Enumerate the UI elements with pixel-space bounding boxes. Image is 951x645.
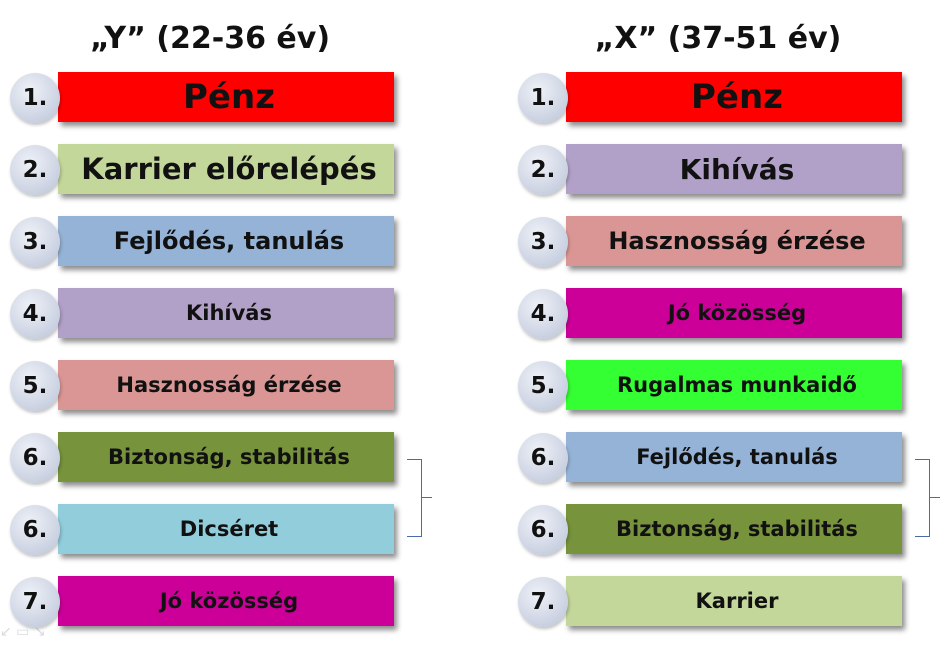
list-item: 4. Kihívás — [10, 286, 410, 342]
tie-bracket — [915, 459, 930, 537]
rank-badge: 1. — [518, 73, 568, 123]
rank-badge: 1. — [10, 73, 60, 123]
rank-badge: 5. — [10, 361, 60, 411]
item-bar: Jó közösség — [566, 288, 902, 338]
column-title: „X” (37-51 év) — [594, 21, 842, 56]
item-bar: Rugalmas munkaidő — [566, 360, 902, 410]
rank-badge: 2. — [518, 145, 568, 195]
rank-badge: 2. — [10, 145, 60, 195]
item-bar: Biztonság, stabilitás — [58, 432, 394, 482]
list-item: 7. Jó közösség — [10, 574, 410, 630]
item-bar: Karrier — [566, 576, 902, 626]
item-bar: Pénz — [566, 72, 902, 122]
list-item: 1. Pénz — [518, 70, 918, 126]
list-item: 2. Kihívás — [518, 142, 918, 198]
rank-badge: 5. — [518, 361, 568, 411]
item-bar: Hasznosság érzése — [566, 216, 902, 266]
list-item: 3. Fejlődés, tanulás — [10, 214, 410, 270]
rank-badge: 6. — [10, 433, 60, 483]
list-item: 6. Biztonság, stabilitás — [518, 502, 918, 558]
list-item: 3. Hasznosság érzése — [518, 214, 918, 270]
rank-badge: 4. — [10, 289, 60, 339]
column-title: „Y” (22-36 év) — [89, 21, 331, 56]
rank-badge: 4. — [518, 289, 568, 339]
list-item: 7. Karrier — [518, 574, 918, 630]
tie-bracket — [407, 459, 422, 537]
rank-badge: 3. — [10, 217, 60, 267]
rank-badge: 6. — [10, 505, 60, 555]
item-bar: Pénz — [58, 72, 394, 122]
rank-badge: 6. — [518, 433, 568, 483]
item-bar: Fejlődés, tanulás — [58, 216, 394, 266]
rank-badge: 7. — [518, 577, 568, 627]
list-item: 6. Dicséret — [10, 502, 410, 558]
list-item: 2. Karrier előrelépés — [10, 142, 410, 198]
column-x-generation: „X” (37-51 év) 1. Pénz 2. Kihívás 3. Has… — [518, 0, 940, 645]
item-bar: Dicséret — [58, 504, 394, 554]
list-item: 5. Rugalmas munkaidő — [518, 358, 918, 414]
item-bar: Karrier előrelépés — [58, 144, 394, 194]
rank-badge: 6. — [518, 505, 568, 555]
item-bar: Jó közösség — [58, 576, 394, 626]
rank-badge: 3. — [518, 217, 568, 267]
item-bar: Kihívás — [566, 144, 902, 194]
list-item: 6. Biztonság, stabilitás — [10, 430, 410, 486]
item-bar: Hasznosság érzése — [58, 360, 394, 410]
tie-bracket-tick — [422, 497, 432, 498]
item-bar: Fejlődés, tanulás — [566, 432, 902, 482]
item-bar: Biztonság, stabilitás — [566, 504, 902, 554]
slide-nav-icons: ↙ ▭ ↘ — [0, 624, 46, 640]
list-item: 1. Pénz — [10, 70, 410, 126]
list-item: 6. Fejlődés, tanulás — [518, 430, 918, 486]
column-y-generation: „Y” (22-36 év) 1. Pénz 2. Karrier előrel… — [10, 0, 432, 645]
tie-bracket-tick — [930, 497, 940, 498]
rank-badge: 7. — [10, 577, 60, 627]
list-item: 4. Jó közösség — [518, 286, 918, 342]
list-item: 5. Hasznosság érzése — [10, 358, 410, 414]
item-bar: Kihívás — [58, 288, 394, 338]
